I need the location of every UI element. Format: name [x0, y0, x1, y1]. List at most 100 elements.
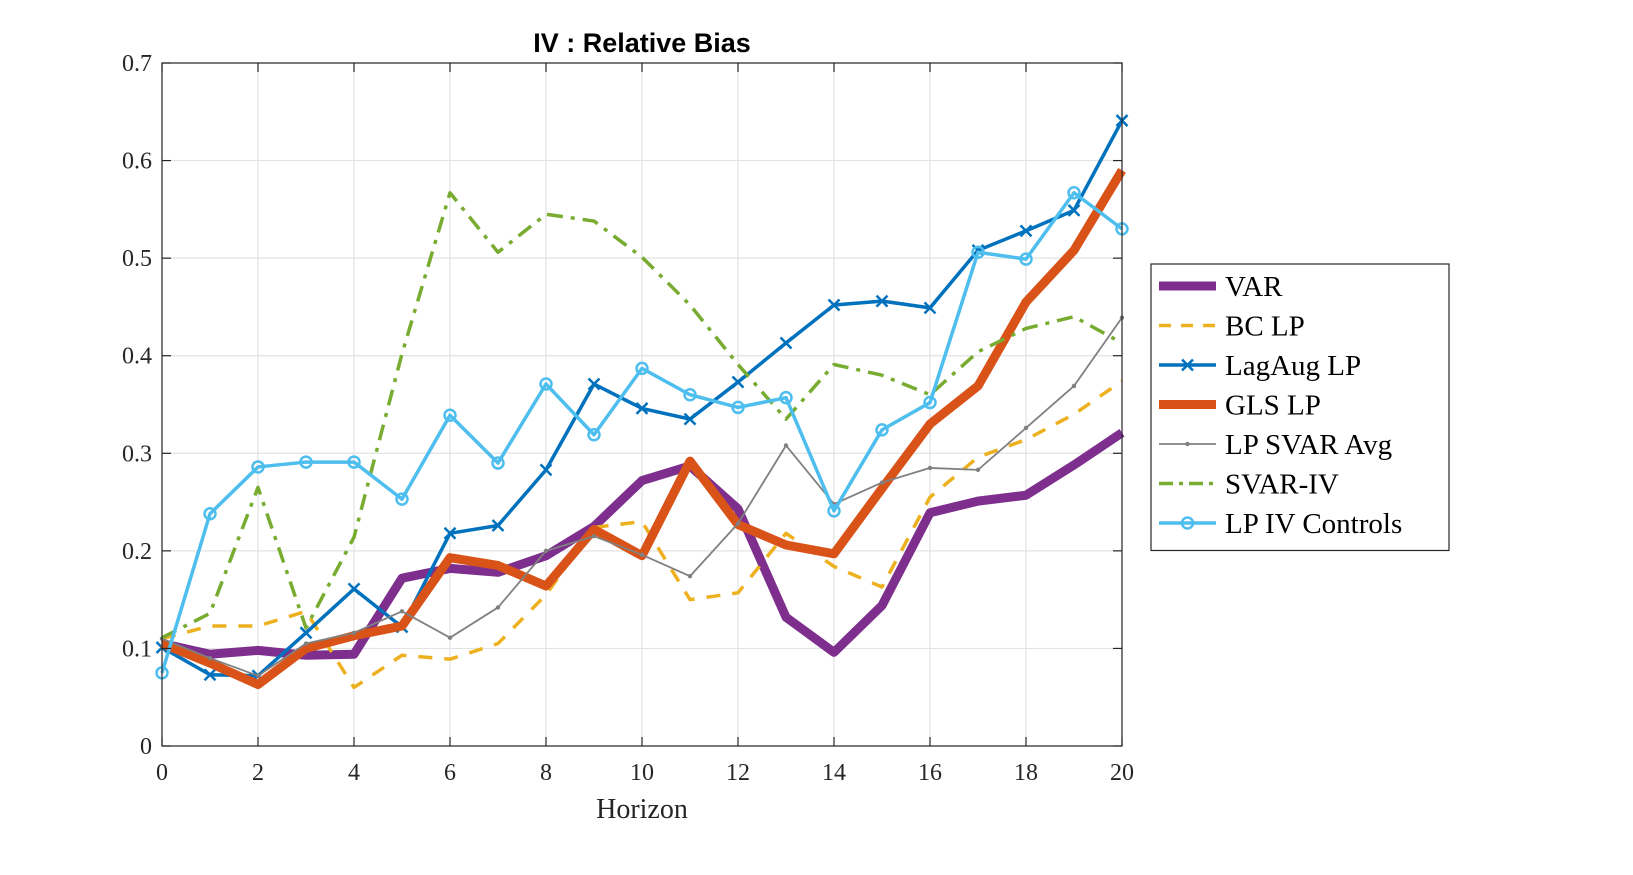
- data-point: [303, 641, 309, 646]
- legend-item-gls-lp[interactable]: GLS LP: [1159, 390, 1321, 422]
- data-point: [923, 301, 937, 315]
- data-point: [447, 635, 453, 640]
- data-point: [635, 402, 649, 415]
- x-tick-label: 0: [156, 760, 168, 786]
- legend-label: SVAR-IV: [1225, 469, 1339, 501]
- data-point: [783, 443, 789, 448]
- data-point: [827, 298, 841, 312]
- x-tick-label: 14: [822, 760, 846, 786]
- series-layer: [155, 114, 1129, 690]
- data-point: [1180, 516, 1195, 530]
- data-point: [299, 626, 313, 640]
- x-tick-label: 4: [348, 760, 360, 786]
- data-point: [299, 455, 313, 469]
- chart-title: IV : Relative Bias: [533, 28, 751, 58]
- data-point: [347, 582, 361, 596]
- data-point: [1185, 441, 1190, 447]
- data-point: [1023, 425, 1029, 431]
- data-point: [639, 552, 645, 557]
- x-tick-label: 10: [630, 760, 654, 786]
- legend-item-lp-iv-controls[interactable]: LP IV Controls: [1159, 508, 1402, 540]
- data-point: [971, 245, 985, 260]
- data-point: [731, 375, 745, 389]
- legend-label: GLS LP: [1225, 390, 1321, 422]
- data-point: [255, 673, 261, 678]
- data-point: [687, 574, 693, 579]
- data-point: [251, 460, 265, 474]
- data-point: [683, 412, 697, 426]
- y-tick-label: 0.7: [122, 51, 152, 77]
- series-line: [160, 191, 1124, 674]
- data-point: [491, 519, 505, 532]
- x-tick-label: 6: [444, 760, 456, 786]
- data-point: [975, 467, 981, 473]
- legend-item-lp-svar-avg[interactable]: LP SVAR Avg: [1159, 429, 1392, 461]
- x-tick-label: 8: [540, 760, 552, 786]
- data-point: [1071, 383, 1077, 389]
- data-point: [779, 336, 793, 350]
- x-tick-label: 20: [1110, 760, 1134, 786]
- data-point: [635, 361, 649, 376]
- data-point: [875, 294, 889, 308]
- series-lp-svar-avg: [159, 315, 1125, 678]
- data-point: [875, 423, 889, 437]
- data-point: [443, 408, 457, 422]
- data-point: [779, 390, 793, 405]
- data-point: [203, 507, 217, 521]
- data-point: [207, 655, 213, 661]
- data-point: [539, 377, 553, 391]
- data-point: [543, 548, 549, 554]
- data-point: [683, 387, 697, 402]
- data-point: [587, 377, 601, 391]
- series-line: [161, 191, 1123, 640]
- y-tick-label: 0: [140, 734, 152, 760]
- legend-item-var[interactable]: VAR: [1159, 271, 1283, 303]
- legend-item-svar-iv[interactable]: SVAR-IV: [1159, 469, 1339, 501]
- y-tick-label: 0.4: [122, 344, 152, 370]
- y-tick-label: 0.1: [122, 636, 152, 662]
- data-point: [1067, 186, 1081, 200]
- legend-label: VAR: [1225, 271, 1283, 303]
- series-svar-iv: [161, 191, 1123, 640]
- x-tick-label: 12: [726, 760, 750, 786]
- x-tick-label: 18: [1014, 760, 1038, 786]
- data-point: [495, 605, 501, 610]
- data-point: [1019, 224, 1033, 238]
- data-point: [203, 668, 217, 682]
- data-point: [539, 463, 553, 477]
- legend-item-bc-lp[interactable]: BC LP: [1159, 311, 1305, 343]
- data-point: [351, 630, 357, 636]
- legend-label: LP IV Controls: [1225, 508, 1402, 540]
- y-tick-label: 0.3: [122, 441, 152, 467]
- data-point: [879, 480, 885, 485]
- legend-item-lagaug-lp[interactable]: LagAug LP: [1159, 350, 1361, 382]
- data-point: [1019, 252, 1033, 266]
- series-line: [161, 429, 1125, 660]
- data-point: [491, 456, 505, 470]
- data-point: [347, 455, 361, 469]
- x-axis-label: Horizon: [596, 794, 688, 825]
- data-point: [827, 504, 841, 518]
- y-tick-label: 0.6: [122, 149, 152, 175]
- data-point: [731, 400, 745, 415]
- data-point: [395, 492, 409, 506]
- axes: [161, 62, 1123, 747]
- x-tick-label: 2: [252, 760, 264, 786]
- data-point: [1181, 358, 1194, 372]
- data-point: [927, 465, 933, 471]
- y-tick-label: 0.5: [122, 246, 152, 272]
- x-tick-label: 16: [918, 760, 942, 786]
- data-point: [399, 609, 405, 614]
- legend-label: LagAug LP: [1225, 350, 1361, 382]
- y-tick-label: 0.2: [122, 539, 152, 565]
- data-point: [923, 395, 937, 410]
- data-point: [591, 534, 597, 539]
- legend[interactable]: VAR BC LP LagAug LP GLS LP LP SVAR Avg SVAR-I…: [1150, 263, 1450, 552]
- tick-labels: 0 2 4 6 8 10 12 14 16 18 20 0 0.1 0.2 0.3 0.4 0.5 0.6 0.7: [122, 51, 1134, 786]
- series-var: [161, 429, 1125, 660]
- series-lp-iv-controls: [155, 186, 1129, 680]
- data-point: [1067, 203, 1081, 217]
- legend-label: BC LP: [1225, 311, 1305, 343]
- data-point: [735, 521, 741, 526]
